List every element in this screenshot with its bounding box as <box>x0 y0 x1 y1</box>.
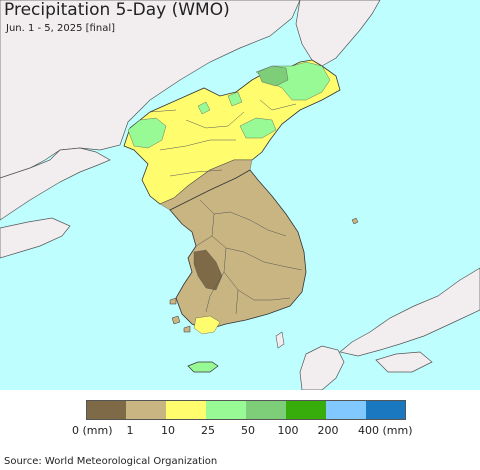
legend-tick-label: 0 (mm) <box>72 424 113 437</box>
north-korea <box>123 59 341 205</box>
russia-land <box>295 0 381 67</box>
legend-swatch-3 <box>206 400 246 420</box>
legend-tick-label: 1 <box>126 424 134 437</box>
nk-green-mid-northeast <box>257 65 289 87</box>
legend-swatch-4 <box>246 400 286 420</box>
legend-tick-label: 400 (mm) <box>358 424 413 437</box>
legend-tick-label: 50 <box>241 424 255 437</box>
legend-swatch-5 <box>286 400 326 420</box>
legend-tick-label: 10 <box>161 424 175 437</box>
legend-swatch-2 <box>166 400 206 420</box>
map-title: Precipitation 5-Day (WMO) <box>4 0 230 20</box>
map-svg <box>0 0 480 390</box>
japan-kyushu <box>299 345 345 390</box>
sw-islands <box>169 297 191 333</box>
legend-swatch-7 <box>366 400 406 420</box>
sk-southwest-yellow <box>193 315 221 335</box>
map-subtitle: Jun. 1 - 5, 2025 [final] <box>6 23 116 34</box>
legend-swatch-1 <box>126 400 166 420</box>
legend-tick-label: 25 <box>201 424 215 437</box>
legend-swatch-0 <box>86 400 126 420</box>
japan-honshu <box>339 267 480 357</box>
province-lines <box>149 99 303 315</box>
legend-tick-label: 100 <box>277 424 299 437</box>
south-korea <box>169 169 307 331</box>
precipitation-map <box>0 0 480 390</box>
shandong-peninsula <box>0 217 71 259</box>
legend-swatch-6 <box>326 400 366 420</box>
tsushima-island <box>275 331 285 349</box>
liaodong-peninsula <box>0 147 111 221</box>
sk-dark-patch <box>193 249 223 291</box>
nk-green-east <box>239 117 277 139</box>
source-credit: Source: World Meteorological Organizatio… <box>4 456 218 467</box>
nk-green-spot <box>227 91 243 107</box>
nk-green-spot-2 <box>197 101 211 115</box>
precipitation-legend: 0 (mm) 1 10 25 50 100 200 400 (mm) <box>0 398 480 442</box>
ulleung-island <box>351 217 359 225</box>
china-land <box>0 0 301 179</box>
jeju-island <box>187 361 219 373</box>
nk-green-west <box>127 117 167 149</box>
legend-tick-label: 200 <box>317 424 339 437</box>
japan-shikoku <box>375 351 433 373</box>
